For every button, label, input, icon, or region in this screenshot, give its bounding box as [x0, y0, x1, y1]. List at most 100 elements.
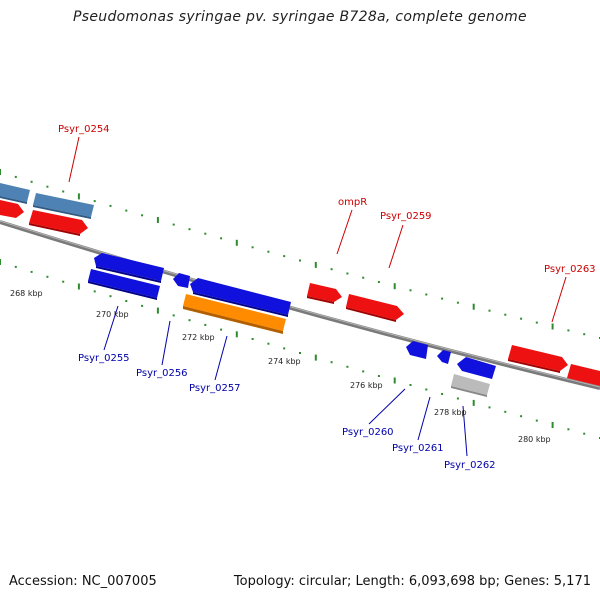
gene-psyr-0256[interactable] [173, 273, 190, 288]
tick-top-32 [504, 313, 507, 316]
tick-bottom-33 [520, 415, 523, 418]
tick-bottom-7 [109, 295, 112, 298]
tick-top-5 [77, 193, 80, 200]
tick-top-3 [46, 185, 49, 188]
tick-bottom-32 [504, 410, 507, 413]
tick-bottom-13 [204, 323, 207, 326]
tick-bottom-35 [551, 422, 554, 428]
tick-top-8 [125, 209, 128, 212]
tick-top-28 [441, 297, 444, 300]
gene-psyr-0257[interactable] [183, 294, 286, 334]
tick-top-11 [172, 223, 175, 226]
gene-red-right-edge[interactable] [567, 364, 600, 386]
scale-label-278: 278 kbp [434, 408, 467, 417]
gene-psyr-0263[interactable] [508, 345, 568, 373]
tick-bottom-29 [456, 397, 459, 400]
scale-label-272: 272 kbp [182, 333, 215, 342]
tick-top-6 [93, 200, 96, 203]
tick-bottom-19 [299, 352, 301, 354]
scale-label-276: 276 kbp [350, 381, 383, 390]
gene-red-near-0254[interactable] [29, 210, 88, 236]
tick-bottom-4 [62, 280, 65, 283]
tick-bottom-12 [188, 319, 191, 322]
gene-label-psyr-0256: Psyr_0256 [136, 368, 188, 379]
tick-top-10 [156, 217, 159, 223]
tick-bottom-5 [77, 283, 80, 290]
scale-label-274: 274 kbp [268, 357, 301, 366]
tick-top-21 [330, 268, 333, 271]
tick-bottom-8 [125, 300, 128, 302]
tick-top-17 [267, 250, 270, 253]
tick-bottom-14 [220, 328, 223, 331]
tick-bottom-22 [346, 365, 349, 368]
tick-top-22 [346, 272, 349, 275]
gene-psyr-0260[interactable] [406, 341, 428, 359]
tick-top-2 [30, 180, 33, 183]
gene-psyr-0261[interactable] [437, 350, 451, 364]
accession-text: Accession: NC_007005 [9, 574, 157, 589]
scale-label-268: 268 kbp [10, 289, 43, 298]
gene-label-ompr: ompR [338, 197, 367, 208]
tick-top-18 [283, 255, 286, 258]
page-title: Pseudomonas syringae pv. syringae B728a,… [73, 9, 527, 25]
tick-top-16 [251, 246, 254, 249]
genome-backbone-highlight [0, 220, 600, 388]
gene-label-psyr-0261: Psyr_0261 [392, 443, 444, 454]
scale-label-270: 270 kbp [96, 310, 129, 319]
tick-top-4 [62, 190, 65, 193]
tick-top-24 [377, 281, 380, 283]
gene-psyr-0254-steelblue[interactable] [33, 193, 94, 219]
gene-label-psyr-0259: Psyr_0259 [380, 211, 432, 222]
tick-top-26 [409, 289, 412, 292]
gene-label-psyr-0254: Psyr_0254 [58, 124, 110, 135]
gene-label-psyr-0260: Psyr_0260 [342, 427, 394, 438]
tick-ring-bottom [0, 259, 600, 439]
gene-label-psyr-0257: Psyr_0257 [189, 383, 241, 394]
gene-label-psyr-0263: Psyr_0263 [544, 264, 596, 275]
tick-bottom-21 [330, 361, 333, 364]
tick-bottom-24 [377, 375, 380, 377]
tick-bottom-28 [441, 393, 444, 395]
tick-bottom-25 [393, 377, 396, 384]
gene-blue-c[interactable] [457, 357, 496, 379]
gene-psyr-0262[interactable] [451, 374, 490, 397]
scale-label-280: 280 kbp [518, 435, 551, 444]
genome-backbone [0, 220, 600, 390]
gene-label-psyr-0262: Psyr_0262 [444, 460, 496, 471]
tick-bottom-36 [567, 428, 570, 431]
gene-psyr-0259[interactable] [346, 294, 404, 322]
tick-bottom-16 [251, 338, 254, 340]
tick-bottom-31 [488, 406, 491, 409]
tick-top-13 [204, 232, 207, 235]
tick-bottom-17 [267, 342, 270, 345]
tick-bottom-37 [583, 432, 586, 435]
tick-bottom-0 [0, 259, 1, 265]
tick-top-19 [299, 259, 301, 262]
tick-bottom-34 [535, 419, 538, 422]
tick-top-20 [314, 261, 317, 268]
tick-top-1 [14, 175, 17, 178]
gene-blue-a[interactable] [94, 253, 164, 283]
gene-blue-long[interactable] [190, 278, 291, 317]
gene-steelblue-edge[interactable] [0, 183, 30, 204]
tick-top-15 [235, 239, 238, 246]
tick-top-31 [488, 309, 491, 312]
tick-bottom-18 [283, 347, 286, 350]
tick-top-36 [567, 329, 570, 332]
tick-bottom-23 [362, 370, 365, 373]
tick-top-23 [362, 276, 365, 279]
tick-top-37 [583, 333, 586, 336]
tick-top-35 [551, 323, 554, 330]
tick-top-14 [220, 237, 223, 240]
tick-bottom-15 [235, 331, 238, 338]
gene-red-edge[interactable] [0, 200, 24, 218]
gene-psyr-0255[interactable] [88, 269, 160, 300]
tick-ring-top [0, 169, 600, 339]
genome-summary-text: Topology: circular; Length: 6,093,698 bp… [233, 574, 591, 589]
tick-bottom-10 [156, 307, 159, 314]
tick-top-34 [535, 321, 538, 324]
leader-lines-top [68, 136, 567, 323]
gene-ompr[interactable] [307, 283, 342, 304]
tick-bottom-1 [14, 265, 17, 268]
